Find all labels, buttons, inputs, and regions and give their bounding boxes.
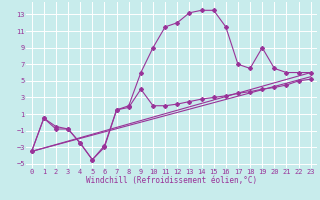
X-axis label: Windchill (Refroidissement éolien,°C): Windchill (Refroidissement éolien,°C) [86,176,257,185]
